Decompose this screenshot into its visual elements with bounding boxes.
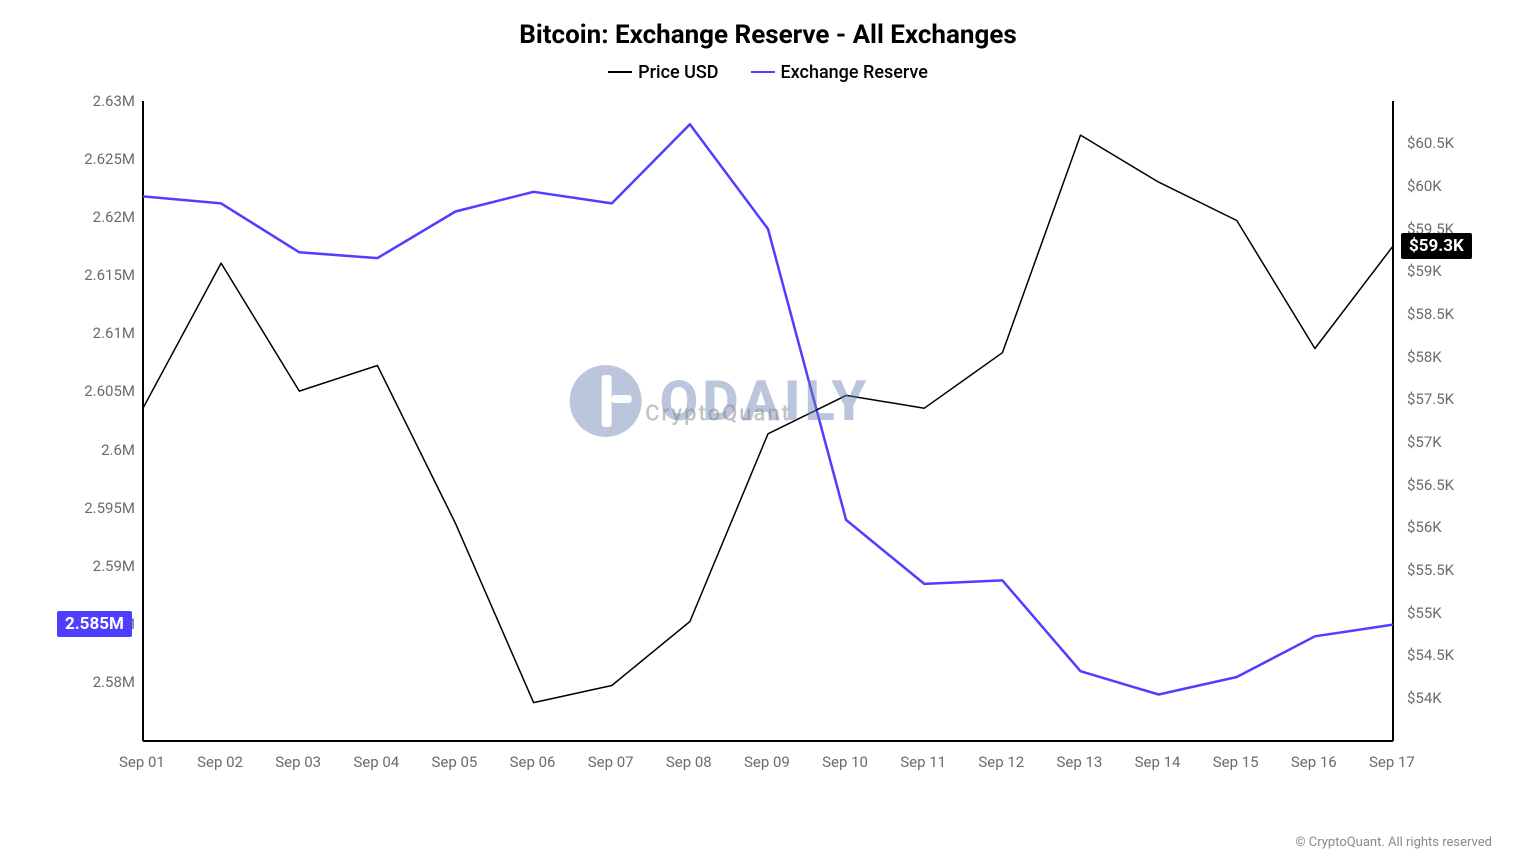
y-right-tick-label: $55.5K xyxy=(1407,561,1454,579)
x-tick-label: Sep 16 xyxy=(1291,753,1337,771)
x-tick-label: Sep 06 xyxy=(510,753,556,771)
y-right-tick-label: $54K xyxy=(1407,689,1442,707)
legend-item-price: Price USD xyxy=(608,62,718,83)
y-right-tick-label: $58K xyxy=(1407,348,1442,366)
y-left-tick-label: 2.58M xyxy=(93,673,135,691)
y-right-tick-label: $60.5K xyxy=(1407,134,1454,152)
chart-legend: Price USD Exchange Reserve xyxy=(40,58,1496,83)
y-right-tick-label: $60K xyxy=(1407,177,1442,195)
y-right-tick-label: $59K xyxy=(1407,262,1442,280)
legend-label-price: Price USD xyxy=(638,62,718,83)
legend-line-reserve xyxy=(751,71,775,73)
x-tick-label: Sep 02 xyxy=(197,753,243,771)
y-right-tick-label: $55K xyxy=(1407,604,1442,622)
legend-item-reserve: Exchange Reserve xyxy=(751,62,928,83)
y-left-tick-label: 2.615M xyxy=(84,266,135,284)
y-left-tick-label: 2.595M xyxy=(84,499,135,517)
y-right-tick-label: $57K xyxy=(1407,433,1442,451)
x-tick-label: Sep 03 xyxy=(275,753,321,771)
y-left-tick-label: 2.6M xyxy=(101,441,135,459)
x-tick-label: Sep 09 xyxy=(744,753,790,771)
y-right-tick-label: $58.5K xyxy=(1407,305,1454,323)
y-left-tick-label: 2.61M xyxy=(93,324,135,342)
series-price-usd xyxy=(143,135,1393,703)
x-tick-label: Sep 14 xyxy=(1135,753,1181,771)
y-right-tick-label: $54.5K xyxy=(1407,646,1454,664)
copyright-text: © CryptoQuant. All rights reserved xyxy=(1295,835,1492,850)
x-tick-label: Sep 01 xyxy=(119,753,165,771)
x-tick-label: Sep 04 xyxy=(353,753,399,771)
legend-label-reserve: Exchange Reserve xyxy=(781,62,928,83)
y-left-tick-label: 2.605M xyxy=(84,382,135,400)
x-tick-label: Sep 12 xyxy=(978,753,1024,771)
reserve-end-badge: 2.585M xyxy=(57,611,132,637)
y-left-tick-label: 2.625M xyxy=(84,150,135,168)
chart-svg xyxy=(53,101,1483,791)
x-tick-label: Sep 15 xyxy=(1213,753,1259,771)
y-left-tick-label: 2.63M xyxy=(93,92,135,110)
x-tick-label: Sep 11 xyxy=(900,753,946,771)
x-tick-label: Sep 08 xyxy=(666,753,712,771)
y-right-tick-label: $57.5K xyxy=(1407,390,1454,408)
x-tick-label: Sep 13 xyxy=(1057,753,1103,771)
x-tick-label: Sep 10 xyxy=(822,753,868,771)
x-tick-label: Sep 17 xyxy=(1369,753,1415,771)
price-end-badge: $59.3K xyxy=(1401,233,1472,259)
chart-container: Bitcoin: Exchange Reserve - All Exchange… xyxy=(0,0,1536,864)
x-tick-label: Sep 05 xyxy=(432,753,478,771)
y-left-tick-label: 2.59M xyxy=(93,557,135,575)
x-tick-label: Sep 07 xyxy=(588,753,634,771)
y-left-tick-label: 2.62M xyxy=(93,208,135,226)
series-exchange-reserve xyxy=(143,124,1393,694)
chart-title: Bitcoin: Exchange Reserve - All Exchange… xyxy=(40,20,1496,50)
plot-area: 2.58M 2.585M 2.59M 2.595M 2.6M 2.605M 2.61M 2.6… xyxy=(53,101,1483,791)
y-right-tick-label: $56.5K xyxy=(1407,476,1454,494)
legend-line-price xyxy=(608,71,632,73)
y-right-tick-label: $56K xyxy=(1407,518,1442,536)
